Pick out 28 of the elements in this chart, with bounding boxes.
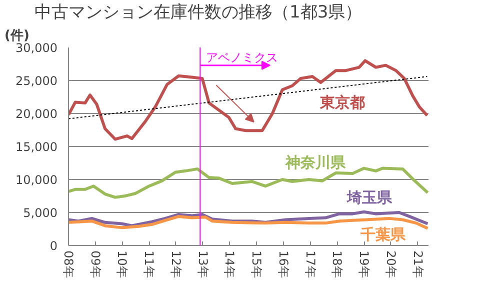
- series-label: 神奈川県: [284, 154, 347, 172]
- y-axis-title: (件): [4, 28, 30, 44]
- y-tick-label: 10,000: [16, 173, 58, 187]
- series-label: 千葉県: [359, 226, 406, 244]
- x-tick-label: 20年: [384, 250, 398, 278]
- x-tick-label: 09年: [88, 250, 102, 278]
- x-tick-label: 12年: [168, 250, 183, 278]
- x-tick-label: 08年: [62, 250, 76, 278]
- x-tick-label: 18年: [330, 250, 344, 278]
- annotation: アベノミクス: [206, 50, 278, 64]
- x-tick-label: 17年: [303, 250, 318, 278]
- y-tick-label: 20,000: [16, 107, 58, 121]
- x-tick-label: 16年: [276, 250, 290, 278]
- x-tick-label: 21年: [410, 250, 425, 278]
- y-tick-label: 15,000: [16, 140, 58, 154]
- x-tick-label: 15年: [250, 250, 264, 278]
- x-tick-label: 10年: [115, 250, 130, 278]
- y-tick-label: 0: [50, 239, 58, 253]
- x-tick-label: 13年: [196, 250, 210, 278]
- series-label: 埼玉県: [346, 188, 393, 207]
- x-tick-label: 14年: [222, 250, 237, 278]
- chart-title: 中古マンション在庫件数の推移（1都3県）: [34, 2, 362, 22]
- series-label: 東京都: [319, 94, 366, 112]
- y-tick-label: 5,000: [23, 206, 58, 220]
- x-tick-label: 11年: [142, 250, 156, 278]
- y-tick-label: 30,000: [16, 41, 58, 55]
- x-tick-label: 19年: [357, 250, 372, 278]
- y-tick-label: 25,000: [16, 74, 58, 88]
